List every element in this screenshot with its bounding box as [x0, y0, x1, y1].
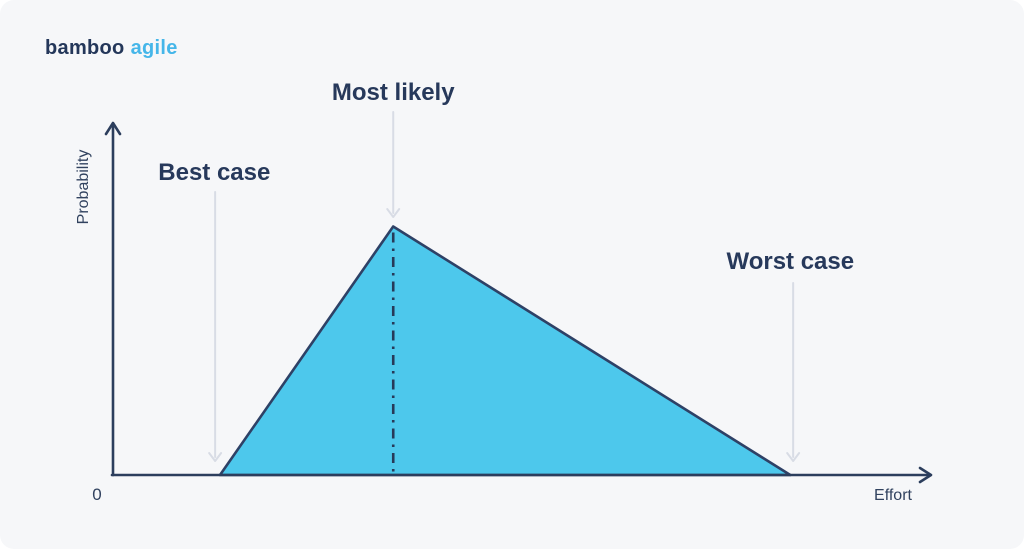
- y-axis-label: Probability: [75, 150, 92, 225]
- logo-text-agile: agile: [130, 37, 178, 59]
- axes: [104, 121, 933, 484]
- brand-logo: bamboo agile: [45, 37, 178, 60]
- most-likely-label: Most likely: [332, 79, 455, 106]
- annotation-arrows: [208, 111, 801, 462]
- x-axis-arrowhead-icon: [918, 466, 933, 484]
- most-likely-arrowhead-icon: [386, 208, 401, 218]
- distribution-triangle-area: [218, 225, 792, 477]
- x-axis-label: Effort: [874, 487, 913, 504]
- worst-case-label: Worst case: [726, 248, 854, 275]
- y-axis-arrowhead-icon: [104, 121, 122, 136]
- origin-zero-label: 0: [92, 485, 101, 504]
- best-case-arrowhead-icon: [208, 452, 223, 462]
- worst-case-arrowhead-icon: [786, 452, 801, 462]
- best-case-label: Best case: [158, 159, 270, 186]
- logo-text-bamboo: bamboo: [45, 37, 125, 59]
